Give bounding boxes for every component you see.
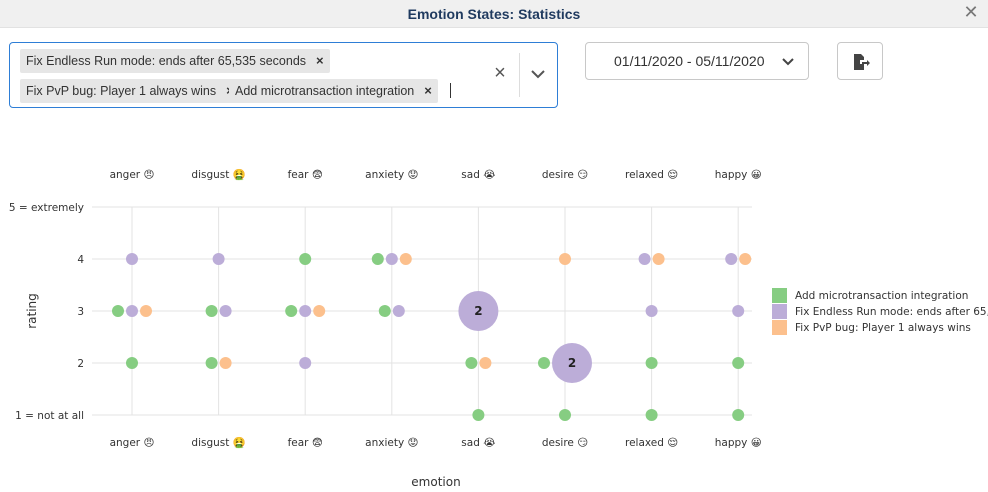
bubble-count-label: 2 [474, 304, 482, 318]
bubble [126, 253, 138, 265]
bubble [371, 253, 384, 265]
clear-all-icon[interactable]: × [494, 62, 506, 84]
bubble [299, 357, 312, 369]
x-tick-label: fear 😨 [288, 437, 323, 449]
bubble [212, 253, 225, 265]
x-tick-label: anxiety 😟 [365, 437, 418, 449]
selected-chip: Fix Endless Run mode: ends after 65,535 … [20, 49, 330, 73]
bubble-count-label: 2 [568, 356, 576, 370]
close-icon[interactable]: ✕ [963, 2, 979, 22]
x-tick-label-top: sad 😭 [461, 169, 495, 181]
y-tick-label: 2 [77, 358, 84, 370]
bubble [725, 253, 738, 265]
bubble [472, 409, 485, 421]
bubble [219, 305, 232, 317]
date-range-value: 01/11/2020 - 05/11/2020 [614, 53, 765, 69]
x-tick-label: disgust 🤮 [191, 436, 245, 449]
bubble [385, 253, 398, 265]
bubble [559, 409, 571, 421]
x-tick-label: sad 😭 [461, 437, 495, 449]
x-tick-label: desire 😏 [542, 437, 588, 449]
x-tick-label: relaxed 😌 [625, 437, 678, 449]
legend-swatch [772, 304, 787, 319]
export-button[interactable] [837, 42, 883, 80]
bubble [538, 357, 550, 369]
chevron-down-icon[interactable] [527, 63, 549, 85]
x-tick-label: anger 😠 [110, 437, 155, 449]
x-tick-label-top: disgust 🤮 [191, 168, 245, 181]
bubble [112, 305, 124, 317]
selected-chip: Fix PvP bug: Player 1 always wins× [20, 79, 240, 103]
issue-multiselect[interactable]: Fix Endless Run mode: ends after 65,535 … [9, 42, 558, 108]
bubble [126, 305, 138, 317]
chevron-down-icon [780, 54, 796, 70]
legend-label: Fix PvP bug: Player 1 always wins [795, 322, 971, 334]
bubble [559, 253, 571, 265]
y-tick-label: 4 [77, 254, 84, 266]
bubble [399, 253, 412, 265]
bubble [458, 291, 499, 331]
x-tick-label: happy 😀 [715, 437, 762, 449]
x-tick-label-top: fear 😨 [288, 169, 323, 181]
bubbles: 22 [112, 253, 752, 421]
chip-label: Add microtransaction integration [235, 84, 415, 98]
chip-remove-icon[interactable]: × [316, 53, 324, 68]
y-tick-label: 5 = extremely [9, 202, 84, 214]
bubble [732, 357, 745, 369]
x-tick-label-top: desire 😏 [542, 169, 588, 181]
bubble [465, 357, 478, 369]
bubble [299, 253, 312, 265]
bubble [392, 305, 405, 317]
bubble [652, 253, 665, 265]
bubble [126, 357, 138, 369]
legend-label: Fix Endless Run mode: ends after 65,5 [795, 306, 988, 318]
x-tick-label-top: relaxed 😌 [625, 169, 678, 181]
file-export-icon [854, 54, 870, 70]
bubble [645, 305, 658, 317]
legend-swatch [772, 320, 787, 335]
bubble [552, 343, 592, 383]
bubble [645, 357, 658, 369]
x-axis-title: emotion [411, 475, 460, 489]
bubble [638, 253, 651, 265]
chip-label: Fix PvP bug: Player 1 always wins [26, 84, 217, 98]
x-tick-label-top: anger 😠 [110, 169, 155, 181]
bubble [299, 305, 312, 317]
title-bar: Emotion States: Statistics ✕ [0, 0, 988, 28]
legend-label: Add microtransaction integration [795, 290, 968, 302]
x-tick-label-top: anxiety 😟 [365, 169, 418, 181]
legend: Add microtransaction integration Fix Endl… [772, 288, 988, 335]
axis-ticks: 1 = not at all 2 3 4 5 = extremely anger 😠 ang… [9, 168, 762, 449]
bubble [205, 305, 218, 317]
bubble [739, 253, 752, 265]
bubble [378, 305, 391, 317]
bubble [140, 305, 152, 317]
bubble [313, 305, 326, 317]
bubble [219, 357, 232, 369]
chip-label: Fix Endless Run mode: ends after 65,535 … [26, 54, 307, 68]
bubble [285, 305, 298, 317]
bubble [205, 357, 218, 369]
window-title: Emotion States: Statistics [407, 6, 581, 22]
bubble [732, 305, 745, 317]
bubble [645, 409, 658, 421]
bubble [732, 409, 745, 421]
x-tick-label-top: happy 😀 [715, 169, 762, 181]
selected-chip: Add microtransaction integration × [229, 79, 438, 103]
chip-remove-icon[interactable]: × [424, 83, 432, 98]
y-tick-label: 3 [77, 306, 84, 318]
text-caret[interactable] [450, 83, 451, 98]
bubble [479, 357, 492, 369]
y-axis-title: rating [25, 293, 39, 329]
date-range-picker[interactable]: 01/11/2020 - 05/11/2020 [585, 42, 809, 80]
legend-swatch [772, 288, 787, 303]
divider [519, 53, 520, 97]
y-tick-label: 1 = not at all [15, 410, 84, 422]
